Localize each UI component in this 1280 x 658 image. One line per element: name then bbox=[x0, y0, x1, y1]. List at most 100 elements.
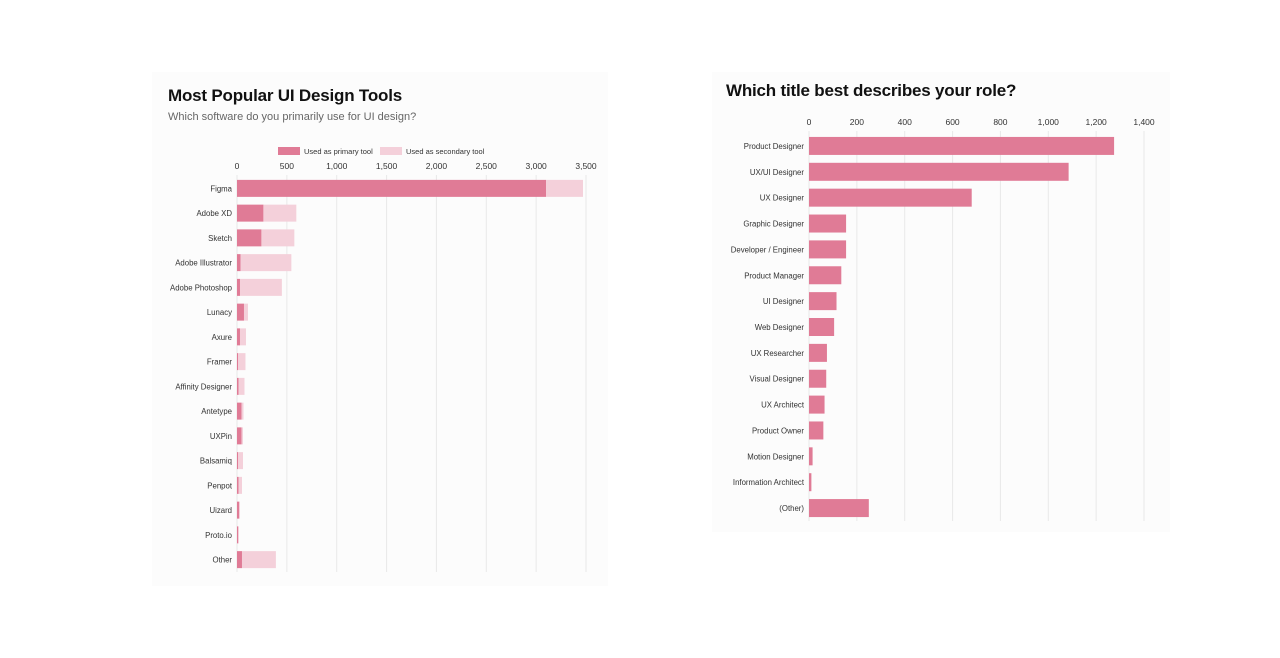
bar-secondary-figma bbox=[546, 179, 584, 197]
roles-bar-chart: 0 200 400 600 800 1,000 1,200 1,400 Product Desi… bbox=[731, 117, 1155, 521]
legend-label-secondary: Used as secondary tool bbox=[406, 147, 485, 156]
category-label-proto-io: Proto.io bbox=[205, 531, 233, 540]
category-label-ui-designer: UI Designer bbox=[763, 297, 805, 306]
bar-secondary-uxpin bbox=[241, 427, 243, 445]
category-label-product-owner: Product Owner bbox=[752, 426, 804, 435]
bar-ux-designer bbox=[809, 188, 972, 207]
category-label-graphic-designer: Graphic Designer bbox=[743, 220, 804, 229]
x-tick-label: 0 bbox=[235, 161, 240, 171]
bar-primary-adobe-xd bbox=[237, 204, 264, 222]
bar-ux-researcher bbox=[809, 343, 827, 362]
x-tick-label: 200 bbox=[850, 117, 864, 127]
bar-primary-penpot bbox=[237, 476, 239, 494]
bar-primary-affinity-designer bbox=[237, 377, 239, 395]
category-label-affinity-designer: Affinity Designer bbox=[175, 382, 232, 391]
bar-primary-proto-io bbox=[237, 526, 238, 544]
x-tick-label: 2,000 bbox=[426, 161, 448, 171]
bar-primary-adobe-illustrator bbox=[237, 254, 241, 272]
bar-secondary-uizard bbox=[238, 501, 240, 519]
bar-primary-uxpin bbox=[237, 427, 242, 445]
category-label-penpot: Penpot bbox=[207, 481, 233, 490]
bar-secondary-adobe-photoshop bbox=[239, 278, 282, 296]
bar-primary-other bbox=[237, 551, 242, 569]
bar-primary-balsamiq bbox=[237, 452, 238, 470]
bar-product-designer bbox=[809, 136, 1115, 155]
bar-primary-framer bbox=[237, 353, 238, 371]
bar-secondary-penpot bbox=[238, 476, 242, 494]
x-tick-label: 1,000 bbox=[326, 161, 348, 171]
category-label-lunacy: Lunacy bbox=[207, 308, 232, 317]
bar-visual-designer bbox=[809, 369, 827, 388]
bar-product-owner bbox=[809, 421, 824, 440]
category-label-product-manager: Product Manager bbox=[744, 271, 804, 280]
bar-ui-designer bbox=[809, 292, 837, 311]
bar-secondary-adobe-illustrator bbox=[240, 254, 292, 272]
bar-primary-axure bbox=[237, 328, 240, 346]
right-chart-card: Which title best describes your role? 0 2… bbox=[712, 72, 1170, 532]
x-tick-label: 500 bbox=[280, 161, 294, 171]
category-label-other: (Other) bbox=[779, 504, 804, 513]
bar-secondary-adobe-xd bbox=[263, 204, 297, 222]
x-tick-label: 3,500 bbox=[575, 161, 597, 171]
bar-secondary-balsamiq bbox=[237, 452, 243, 470]
category-label-adobe-illustrator: Adobe Illustrator bbox=[175, 259, 232, 268]
x-tick-label: 1,200 bbox=[1086, 117, 1108, 127]
category-label-other: Other bbox=[213, 556, 233, 565]
bar-secondary-proto-io bbox=[237, 526, 239, 544]
category-label-ux-architect: UX Architect bbox=[761, 401, 805, 410]
bar-secondary-axure bbox=[239, 328, 246, 346]
bar-information-architect bbox=[809, 473, 812, 492]
category-label-ux-researcher: UX Researcher bbox=[751, 349, 805, 358]
x-tick-label: 600 bbox=[945, 117, 959, 127]
legend-swatch-secondary bbox=[380, 147, 402, 155]
bar-graphic-designer bbox=[809, 214, 847, 233]
bar-ux-ui-designer bbox=[809, 162, 1069, 181]
x-tick-label: 2,500 bbox=[476, 161, 498, 171]
bar-secondary-antetype bbox=[241, 402, 244, 420]
legend-label-primary: Used as primary tool bbox=[304, 147, 373, 156]
category-label-visual-designer: Visual Designer bbox=[750, 375, 805, 384]
x-tick-label: 1,000 bbox=[1038, 117, 1060, 127]
bar-motion-designer bbox=[809, 447, 813, 466]
category-label-ux-designer: UX Designer bbox=[760, 194, 805, 203]
bar-primary-sketch bbox=[237, 229, 262, 247]
bar-secondary-lunacy bbox=[243, 303, 248, 321]
x-tick-label: 800 bbox=[993, 117, 1007, 127]
category-label-information-architect: Information Architect bbox=[733, 478, 805, 487]
bar-primary-uizard bbox=[237, 501, 239, 519]
right-chart-title: Which title best describes your role? bbox=[726, 81, 1017, 100]
bar-primary-antetype bbox=[237, 402, 242, 420]
bar-web-designer bbox=[809, 318, 835, 336]
bar-primary-lunacy bbox=[237, 303, 244, 321]
category-label-figma: Figma bbox=[210, 184, 232, 193]
bar-secondary-sketch bbox=[261, 229, 295, 247]
category-label-antetype: Antetype bbox=[201, 407, 232, 416]
bar-product-manager bbox=[809, 266, 842, 285]
bar-primary-figma bbox=[237, 179, 547, 197]
category-label-web-designer: Web Designer bbox=[755, 323, 805, 332]
left-chart-card: Most Popular UI Design Tools Which softw… bbox=[152, 72, 608, 586]
legend-swatch-primary bbox=[278, 147, 300, 155]
category-label-axure: Axure bbox=[212, 333, 232, 342]
category-label-uizard: Uizard bbox=[209, 506, 232, 515]
category-label-product-designer: Product Designer bbox=[744, 142, 805, 151]
bar-developer-engineer bbox=[809, 240, 847, 259]
bar-secondary-framer bbox=[237, 353, 246, 371]
category-label-framer: Framer bbox=[207, 358, 233, 367]
category-label-motion-designer: Motion Designer bbox=[747, 452, 804, 461]
tools-stacked-bar-chart: Used as primary tool Used as secondary to… bbox=[170, 147, 597, 572]
x-tick-label: 1,400 bbox=[1133, 117, 1155, 127]
bar-secondary-other bbox=[241, 551, 276, 569]
category-label-adobe-xd: Adobe XD bbox=[196, 209, 232, 218]
bar-other bbox=[809, 499, 869, 518]
bar-ux-architect bbox=[809, 395, 825, 414]
x-tick-label: 0 bbox=[807, 117, 812, 127]
category-label-uxpin: UXPin bbox=[210, 432, 232, 441]
category-label-developer-engineer: Developer / Engineer bbox=[731, 245, 805, 254]
x-tick-label: 400 bbox=[898, 117, 912, 127]
left-chart-subtitle: Which software do you primarily use for … bbox=[168, 111, 417, 123]
category-label-adobe-photoshop: Adobe Photoshop bbox=[170, 283, 233, 292]
x-tick-label: 3,000 bbox=[526, 161, 548, 171]
category-label-ux-ui-designer: UX/UI Designer bbox=[750, 168, 805, 177]
bar-primary-adobe-photoshop bbox=[237, 278, 240, 296]
